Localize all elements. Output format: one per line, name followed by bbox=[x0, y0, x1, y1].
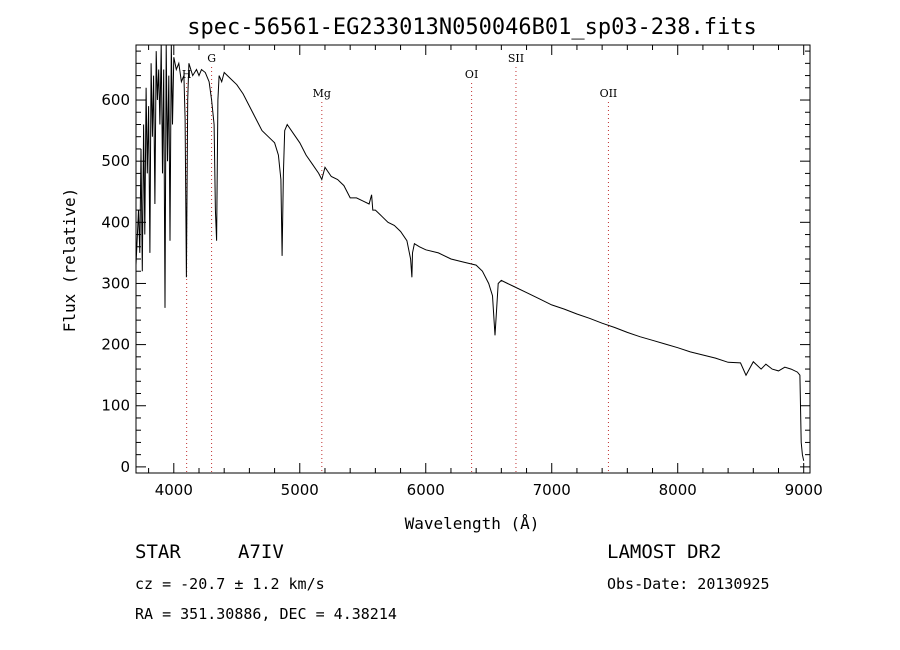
spectral-line-label: Mg bbox=[313, 87, 331, 100]
x-tick-label: 8000 bbox=[659, 481, 697, 499]
object-subclass: A7IV bbox=[238, 541, 284, 563]
y-tick-label: 0 bbox=[120, 458, 130, 476]
spectral-line-label: OI bbox=[465, 68, 478, 81]
chart-title: spec-56561-EG233013N050046B01_sp03-238.f… bbox=[187, 15, 757, 40]
y-tick-label: 100 bbox=[101, 397, 130, 415]
y-tick-label: 500 bbox=[101, 152, 130, 170]
plot-frame bbox=[135, 44, 811, 474]
x-tick-label: 9000 bbox=[785, 481, 823, 499]
spectral-line-label: H bbox=[182, 68, 192, 81]
x-tick-label: 7000 bbox=[533, 481, 571, 499]
y-tick-label: 300 bbox=[101, 274, 130, 292]
spectral-line-label: G bbox=[207, 52, 216, 65]
redshift-cz: cz = -20.7 ± 1.2 km/s bbox=[135, 575, 325, 593]
x-axis-ticks: 4000 5000 6000 7000 8000 9000 bbox=[148, 45, 823, 499]
object-class: STAR bbox=[135, 541, 181, 563]
x-tick-label: 5000 bbox=[281, 481, 319, 499]
y-tick-label: 400 bbox=[101, 213, 130, 231]
y-axis-ticks: 0 100 200 300 400 500 600 bbox=[101, 50, 810, 476]
x-axis-label: Wavelength (Å) bbox=[405, 514, 540, 533]
ra-dec: RA = 351.30886, DEC = 4.38214 bbox=[135, 605, 397, 623]
spectrum-line bbox=[135, 44, 805, 461]
spectral-line-label: SII bbox=[508, 52, 524, 65]
y-tick-label: 600 bbox=[101, 91, 130, 109]
y-tick-label: 200 bbox=[101, 336, 130, 354]
x-tick-label: 6000 bbox=[407, 481, 445, 499]
y-axis-label: Flux (relative) bbox=[60, 188, 79, 333]
survey-name: LAMOST DR2 bbox=[607, 541, 722, 563]
x-tick-label: 4000 bbox=[155, 481, 193, 499]
obs-date: Obs-Date: 20130925 bbox=[607, 575, 770, 593]
spectral-line-label: OII bbox=[600, 87, 618, 100]
spectral-line-markers: H G Mg OI SII OII bbox=[182, 52, 617, 473]
